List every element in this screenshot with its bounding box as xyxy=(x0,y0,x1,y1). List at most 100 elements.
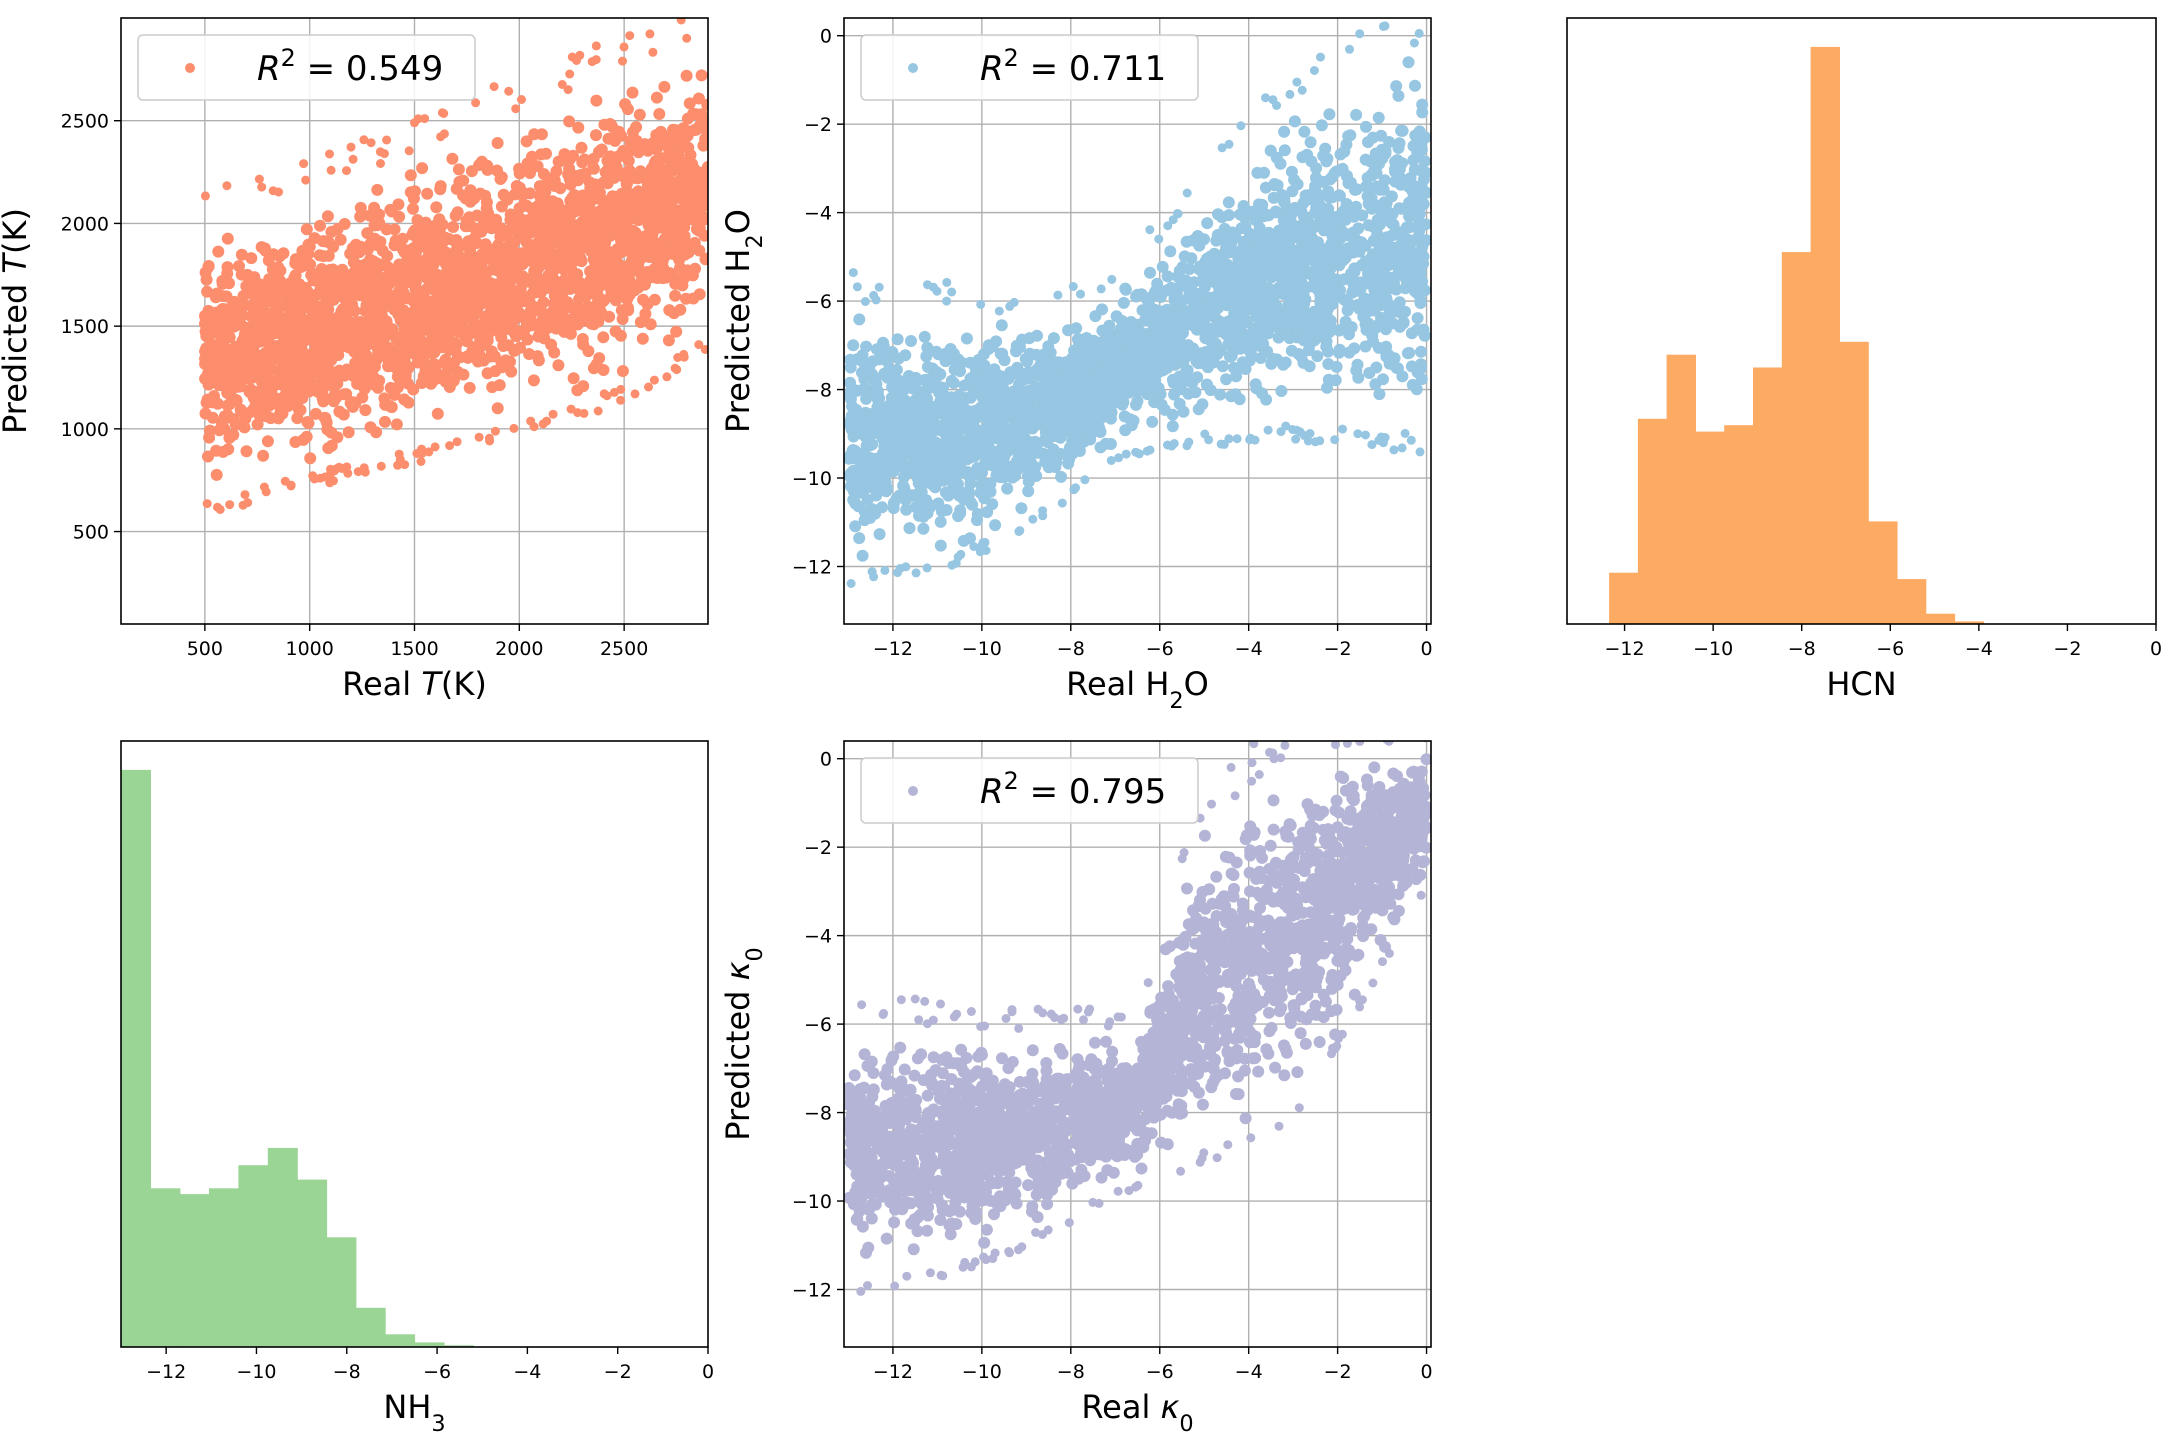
scatter-outlier xyxy=(420,114,430,124)
scatter-point xyxy=(1337,254,1350,266)
x-tick-label: 500 xyxy=(187,638,223,660)
scatter-point xyxy=(1295,328,1307,341)
scatter-outlier xyxy=(489,82,499,92)
scatter-point xyxy=(1380,347,1393,360)
scatter-point xyxy=(531,261,544,273)
scatter-point xyxy=(302,417,315,430)
scatter-outlier xyxy=(376,461,386,471)
scatter-outlier xyxy=(474,432,484,442)
scatter-outlier xyxy=(257,182,267,192)
scatter-point xyxy=(537,168,550,181)
scatter-point xyxy=(536,313,549,326)
scatter-point xyxy=(1207,296,1220,309)
scatter-point xyxy=(927,479,940,492)
scatter-point xyxy=(368,201,381,214)
scatter-outlier xyxy=(301,175,311,185)
scatter-point xyxy=(1047,332,1060,345)
scatter-point xyxy=(1155,398,1168,411)
scatter-point xyxy=(590,94,603,107)
scatter-point xyxy=(1415,273,1428,286)
scatter-point xyxy=(633,108,646,121)
scatter-point xyxy=(1087,334,1100,347)
scatter-point xyxy=(856,549,869,562)
scatter-point xyxy=(513,162,526,175)
scatter-point xyxy=(1004,460,1017,473)
scatter-point xyxy=(494,230,507,243)
scatter-point xyxy=(877,416,890,429)
scatter-outlier xyxy=(445,441,455,451)
scatter-point xyxy=(1343,346,1356,359)
scatter-outlier xyxy=(557,80,567,89)
scatter-point xyxy=(877,336,890,349)
scatter-point xyxy=(1269,205,1282,218)
scatter-outlier xyxy=(286,481,296,491)
scatter-point xyxy=(1094,441,1107,454)
scatter-point xyxy=(461,350,474,363)
scatter-point xyxy=(1323,108,1336,121)
scatter-point xyxy=(1044,346,1057,359)
scatter-point xyxy=(630,237,643,250)
scatter-outlier xyxy=(644,382,653,392)
scatter-point xyxy=(199,317,211,330)
scatter-point xyxy=(666,144,679,157)
scatter-point xyxy=(1260,393,1273,406)
scatter-point xyxy=(404,186,417,199)
scatter-point xyxy=(254,278,267,291)
scatter-point xyxy=(563,173,576,186)
scatter-outlier xyxy=(591,41,601,51)
scatter-outlier xyxy=(342,166,351,176)
scatter-point xyxy=(383,343,396,356)
scatter-point xyxy=(217,445,230,458)
scatter-point xyxy=(569,302,582,315)
scatter-outlier xyxy=(679,352,689,362)
scatter-point xyxy=(199,358,212,370)
scatter-outlier xyxy=(648,47,658,57)
scatter-point xyxy=(996,347,1009,360)
scatter-point xyxy=(380,315,393,328)
scatter-point xyxy=(898,471,910,483)
scatter-point xyxy=(1411,287,1424,300)
scatter-point xyxy=(304,452,317,465)
scatter-point xyxy=(1379,145,1392,157)
scatter-point xyxy=(586,284,599,297)
scatter-point xyxy=(235,248,248,261)
scatter-point xyxy=(272,398,285,411)
scatter-outlier xyxy=(694,340,704,350)
scatter-point xyxy=(701,187,708,200)
scatter-outlier xyxy=(538,419,548,429)
scatter-point xyxy=(270,287,283,299)
scatter-point xyxy=(482,317,494,330)
scatter-point xyxy=(274,274,286,287)
scatter-point xyxy=(683,97,696,110)
scatter-point xyxy=(672,236,685,248)
scatter-point xyxy=(381,250,394,262)
scatter-point xyxy=(989,519,1002,532)
scatter-point xyxy=(215,347,228,360)
scatter-point xyxy=(878,367,891,380)
scatter-point xyxy=(964,356,977,369)
scatter-point xyxy=(481,159,494,172)
scatter-outlier xyxy=(325,469,335,479)
scatter-point xyxy=(1286,185,1299,198)
scatter-point xyxy=(348,305,361,317)
scatter-point xyxy=(1393,296,1406,309)
scatter-point xyxy=(528,250,541,263)
scatter-outlier xyxy=(308,471,318,481)
scatter-point xyxy=(859,382,872,395)
scatter-point xyxy=(625,188,638,201)
scatter-outlier xyxy=(325,149,334,159)
scatter-point xyxy=(511,225,524,238)
scatter-point xyxy=(608,171,621,184)
scatter-point xyxy=(1315,119,1328,132)
scatter-point xyxy=(860,439,873,452)
scatter-outlier xyxy=(662,372,672,382)
scatter-point xyxy=(338,218,351,230)
scatter-point xyxy=(241,359,254,372)
scatter-point xyxy=(526,150,538,163)
scatter-point xyxy=(1360,323,1373,336)
scatter-point xyxy=(641,248,654,261)
scatter-point xyxy=(522,164,535,177)
scatter-point xyxy=(1239,363,1252,375)
scatter-point xyxy=(619,202,632,215)
scatter-point xyxy=(934,539,947,552)
